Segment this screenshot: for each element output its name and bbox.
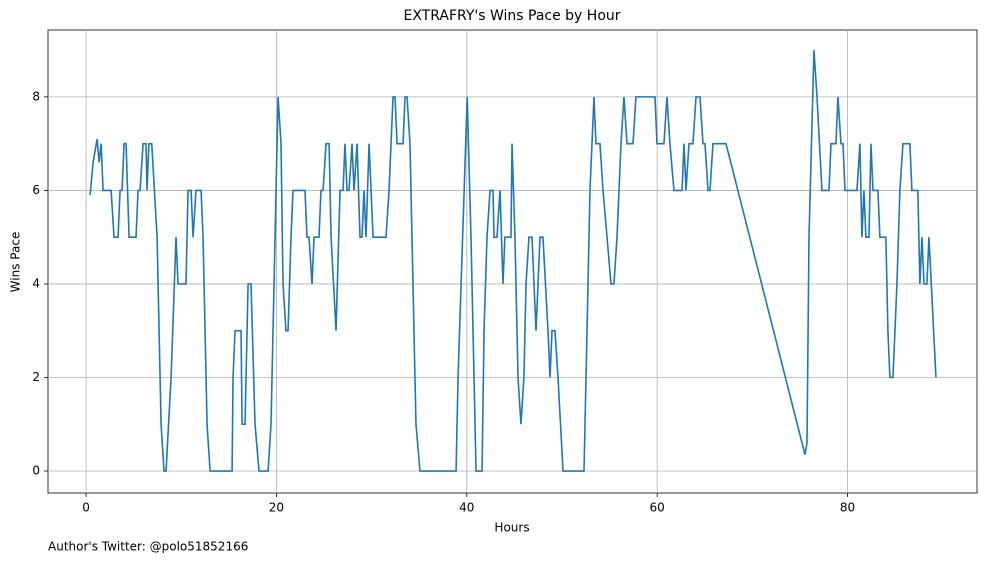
x-tick-label: 20 [269,501,284,515]
y-tick-label: 0 [32,464,40,478]
annotation: Author's Twitter: @polo51852166 [48,540,248,554]
x-axis-label: Hours [494,521,529,535]
data-line [89,50,937,472]
y-tick-label: 2 [32,370,40,384]
chart-title: EXTRAFRY's Wins Pace by Hour [403,8,620,24]
y-tick-label: 8 [32,89,40,103]
x-tick-label: 80 [840,501,855,515]
x-tick-label: 40 [459,501,474,515]
y-axis-label: Wins Pace [9,232,23,293]
x-tick-label: 0 [82,501,90,515]
x-tick-label: 60 [650,501,665,515]
y-tick-label: 4 [32,276,40,290]
y-tick-label: 6 [32,183,40,197]
plot-frame [47,29,978,494]
